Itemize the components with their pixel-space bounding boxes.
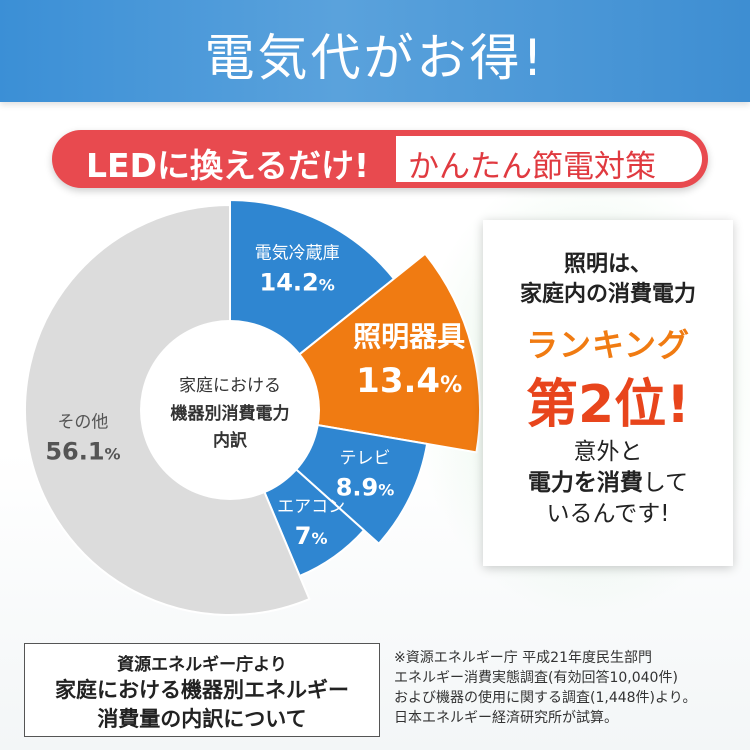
slice-value-other: 56.1% [45, 438, 120, 466]
callout-line2: 家庭内の消費電力 [519, 282, 696, 307]
center-label-line2: 機器別消費電力 [171, 403, 290, 424]
callout-line7: いるんです! [546, 501, 670, 527]
footnote-line1: ※資源エネルギー庁 平成21年度民生部門 [394, 650, 652, 666]
slice-value-tv: 8.9% [336, 473, 395, 501]
source-line3: 消費量の内訳について [97, 707, 307, 731]
pie-labels: 電気冷蔵庫 14.2% 照明器具 13.4% テレビ 8.9%エアコン 7% その他 56.1% [45, 243, 465, 550]
callout-line5: 意外と [573, 439, 643, 465]
source-line1: 資源エネルギー庁より [117, 655, 287, 675]
callout-line6-bold: 電力を消費 [527, 470, 643, 496]
subheadline-banner: LEDに換えるだけ! かんたん節電対策 [52, 130, 708, 188]
page-title: 電気代がお得! [204, 29, 546, 87]
callout-rank: 第2位! [526, 375, 690, 435]
callout-ranking-label: ランキング [525, 326, 691, 364]
slice-label-refrigerator: 電気冷蔵庫 [255, 243, 340, 263]
subheadline-white-panel [396, 136, 702, 182]
pie-center-hole [140, 320, 320, 500]
center-label-line3: 内訳 [213, 430, 248, 451]
callout-line6: 電力を消費して [483, 463, 733, 497]
slice-value-lighting: 13.4% [356, 361, 462, 401]
slice-label-other: その他 [57, 413, 108, 433]
slice-label-tv: テレビ [339, 448, 390, 468]
center-label-line1: 家庭における [179, 376, 281, 396]
slice-label-lighting: 照明器具 [353, 320, 465, 353]
footnote-line4: 日本エネルギー経済研究所が試算。 [394, 710, 618, 726]
slice-value-aircon: 7% [295, 522, 328, 550]
callout-line6-rest: して [642, 470, 689, 496]
callout-line1: 照明は、 [563, 252, 652, 277]
footnote-line2: エネルギー消費実態調査(有効回答10,040件) [394, 670, 678, 686]
slice-value-refrigerator: 14.2% [260, 268, 335, 296]
header-banner: 電気代がお得! [0, 0, 750, 102]
source-box: 資源エネルギー庁より 家庭における機器別エネルギー 消費量の内訳について [24, 643, 380, 737]
slice-label-aircon: エアコン [277, 497, 345, 517]
ranking-callout: 照明は、 家庭内の消費電力 ランキング 第2位! 意外と 電力を消費して いるん… [483, 220, 733, 566]
source-line2: 家庭における機器別エネルギー [55, 678, 349, 702]
footnote-line3: および機器の使用に関する調査(1,448件)より。 [394, 690, 697, 706]
subheadline-left-text: LEDに換えるだけ! [86, 146, 370, 185]
subheadline-right-text: かんたん節電対策 [408, 149, 656, 185]
